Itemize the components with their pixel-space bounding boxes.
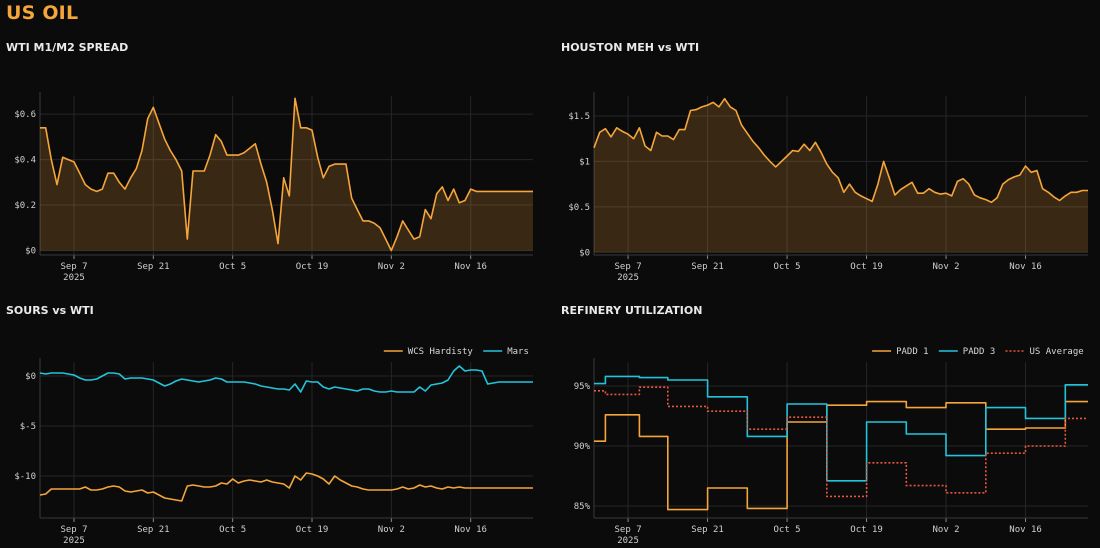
wcs-hardisty-series-line [39, 472, 533, 502]
x-tick-year: 2025 [63, 536, 85, 546]
x-tick-label: Sep 21 [137, 262, 170, 272]
x-tick-label: Sep 21 [137, 525, 170, 535]
page-title: US OIL [6, 2, 79, 24]
y-tick-label: 85% [574, 502, 591, 512]
y-tick-label: $0.6 [14, 110, 36, 120]
x-tick-label: Oct 5 [219, 525, 246, 535]
x-tick-label: Oct 5 [774, 262, 801, 272]
y-tick-label: $0 [25, 246, 36, 256]
padd-1-series-line [594, 400, 1088, 511]
y-tick-label: $1.5 [568, 112, 590, 122]
x-tick-label: Nov 2 [378, 262, 405, 272]
x-tick-label: Sep 7 [60, 262, 87, 272]
x-tick-label: Oct 5 [774, 525, 801, 535]
x-tick-label: Nov 16 [1009, 525, 1042, 535]
x-tick-label: Oct 19 [850, 525, 883, 535]
y-tick-label: $-10 [14, 472, 36, 482]
y-tick-label: $0 [25, 372, 36, 382]
legend-label: PADD 3 [963, 347, 996, 357]
x-tick-label: Nov 2 [932, 525, 959, 535]
y-tick-label: 90% [574, 442, 591, 452]
padd-3-series-line [594, 375, 1088, 482]
x-tick-label: Nov 16 [454, 262, 487, 272]
legend-label: WCS Hardisty [408, 347, 474, 357]
x-tick-year: 2025 [63, 273, 85, 283]
y-tick-label: 95% [574, 382, 591, 392]
x-tick-label: Sep 7 [615, 525, 642, 535]
wti-spread-series-line [40, 97, 533, 252]
x-tick-label: Nov 16 [1009, 262, 1042, 272]
houston-meh-area-fill [594, 98, 1088, 253]
x-tick-label: Nov 2 [932, 262, 959, 272]
y-tick-label: $0.4 [14, 156, 36, 166]
x-tick-year: 2025 [617, 536, 639, 546]
y-tick-label: $0 [579, 248, 590, 258]
sours-title: SOURS vs WTI [6, 304, 94, 317]
legend-label: PADD 1 [896, 347, 929, 357]
refinery-title: REFINERY UTILIZATION [561, 304, 703, 317]
y-tick-label: $1 [579, 157, 590, 167]
x-tick-label: Oct 19 [296, 525, 329, 535]
mars-series-line [39, 365, 533, 393]
x-tick-year: 2025 [617, 273, 639, 283]
legend-label: US Average [1030, 347, 1084, 357]
x-tick-label: Nov 2 [378, 525, 405, 535]
x-tick-label: Sep 7 [615, 262, 642, 272]
x-tick-label: Sep 7 [60, 525, 87, 535]
x-tick-label: Oct 19 [296, 262, 329, 272]
houston-meh-series-line [593, 97, 1088, 204]
x-tick-label: Oct 19 [850, 262, 883, 272]
wti-spread-title: WTI M1/M2 SPREAD [6, 41, 129, 54]
x-tick-label: Nov 16 [454, 525, 487, 535]
y-tick-label: $-5 [20, 422, 36, 432]
x-tick-label: Sep 21 [691, 262, 724, 272]
y-tick-label: $0.5 [568, 203, 590, 213]
us-average-series-line [594, 386, 1088, 498]
houston-meh-title: HOUSTON MEH vs WTI [561, 41, 700, 54]
x-tick-label: Oct 5 [219, 262, 246, 272]
y-tick-label: $0.2 [14, 201, 36, 211]
legend-label: Mars [507, 347, 529, 357]
x-tick-label: Sep 21 [691, 525, 724, 535]
